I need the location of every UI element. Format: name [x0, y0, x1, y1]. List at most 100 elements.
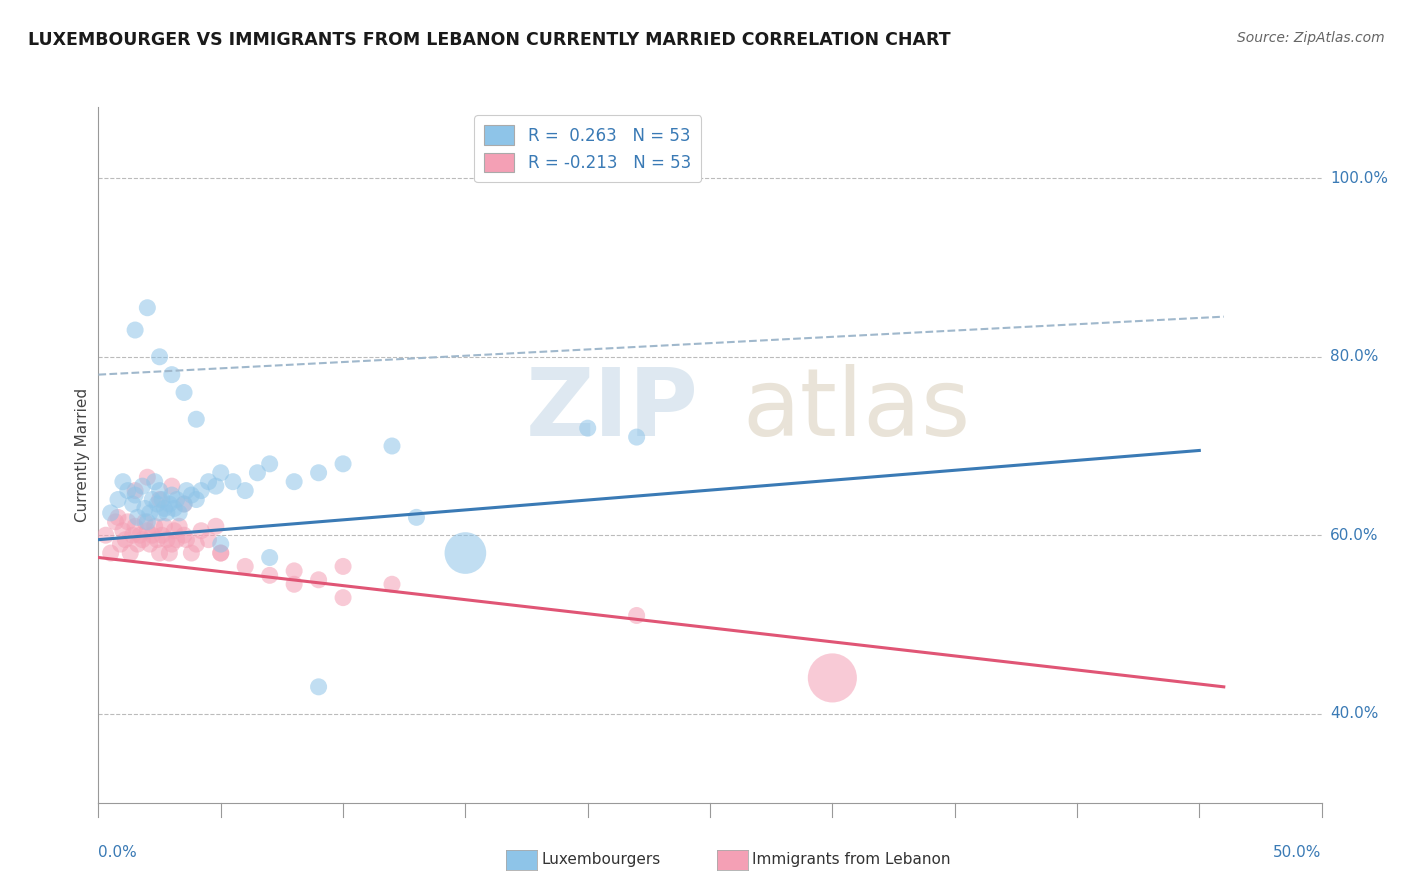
Point — [167, 519, 190, 533]
Point — [259, 550, 281, 565]
Point — [136, 470, 159, 484]
Point — [205, 479, 228, 493]
Point — [166, 492, 188, 507]
Text: 80.0%: 80.0% — [1330, 350, 1378, 364]
Text: 0.0%: 0.0% — [98, 845, 138, 860]
Point — [121, 497, 143, 511]
Point — [156, 533, 179, 547]
Point — [626, 608, 648, 623]
Point — [111, 475, 134, 489]
Point — [332, 559, 354, 574]
Point — [150, 528, 173, 542]
Point — [166, 533, 188, 547]
Point — [136, 301, 159, 315]
Point — [136, 515, 159, 529]
Point — [141, 528, 163, 542]
Point — [176, 483, 198, 498]
Text: atlas: atlas — [742, 364, 972, 456]
Point — [134, 501, 156, 516]
Point — [146, 533, 169, 547]
Point — [209, 466, 232, 480]
Point — [176, 533, 198, 547]
Point — [149, 483, 172, 498]
Point — [157, 546, 180, 560]
Point — [153, 519, 176, 533]
Point — [114, 533, 136, 547]
Point — [308, 573, 330, 587]
Point — [117, 483, 139, 498]
Point — [100, 506, 122, 520]
Point — [163, 524, 186, 538]
Point — [209, 537, 232, 551]
Point — [149, 506, 172, 520]
Point — [129, 528, 152, 542]
Point — [173, 528, 195, 542]
Point — [233, 559, 256, 574]
Point — [167, 506, 190, 520]
Point — [308, 466, 330, 480]
Point — [94, 528, 117, 542]
Legend: R =  0.263   N = 53, R = -0.213   N = 53: R = 0.263 N = 53, R = -0.213 N = 53 — [474, 115, 702, 182]
Point — [131, 479, 153, 493]
Point — [124, 488, 146, 502]
Point — [149, 546, 172, 560]
Point — [149, 350, 172, 364]
Point — [107, 510, 129, 524]
Point — [190, 483, 212, 498]
Point — [163, 501, 186, 516]
Point — [104, 515, 127, 529]
Point — [454, 546, 477, 560]
Point — [246, 466, 269, 480]
Point — [173, 497, 195, 511]
Point — [153, 501, 176, 516]
Point — [381, 439, 404, 453]
Point — [127, 537, 149, 551]
Point — [127, 510, 149, 524]
Point — [576, 421, 599, 435]
Point — [120, 546, 142, 560]
Point — [209, 546, 232, 560]
Point — [173, 385, 195, 400]
Point — [259, 568, 281, 582]
Point — [381, 577, 404, 591]
Text: ZIP: ZIP — [526, 364, 699, 456]
Point — [160, 537, 183, 551]
Point — [626, 430, 648, 444]
Text: LUXEMBOURGER VS IMMIGRANTS FROM LEBANON CURRENTLY MARRIED CORRELATION CHART: LUXEMBOURGER VS IMMIGRANTS FROM LEBANON … — [28, 31, 950, 49]
Point — [283, 564, 305, 578]
Text: 60.0%: 60.0% — [1330, 528, 1378, 542]
Point — [124, 483, 146, 498]
Point — [136, 524, 159, 538]
Point — [222, 475, 245, 489]
Text: 40.0%: 40.0% — [1330, 706, 1378, 721]
Point — [821, 671, 844, 685]
Point — [107, 492, 129, 507]
Y-axis label: Currently Married: Currently Married — [75, 388, 90, 522]
Point — [141, 492, 163, 507]
Text: Immigrants from Lebanon: Immigrants from Lebanon — [752, 853, 950, 867]
Point — [186, 537, 208, 551]
Point — [117, 515, 139, 529]
Point — [283, 577, 305, 591]
Point — [233, 483, 256, 498]
Point — [332, 457, 354, 471]
Point — [405, 510, 427, 524]
Point — [180, 546, 202, 560]
Point — [131, 533, 153, 547]
Point — [149, 492, 172, 507]
Point — [160, 488, 183, 502]
Point — [205, 519, 228, 533]
Point — [173, 497, 195, 511]
Text: Source: ZipAtlas.com: Source: ZipAtlas.com — [1237, 31, 1385, 45]
Point — [124, 519, 146, 533]
Point — [110, 537, 132, 551]
Point — [100, 546, 122, 560]
Point — [143, 475, 166, 489]
Point — [134, 515, 156, 529]
Point — [197, 533, 219, 547]
Point — [150, 492, 173, 507]
Point — [186, 492, 208, 507]
Text: 50.0%: 50.0% — [1274, 845, 1322, 860]
Point — [139, 537, 162, 551]
Text: 100.0%: 100.0% — [1330, 171, 1388, 186]
